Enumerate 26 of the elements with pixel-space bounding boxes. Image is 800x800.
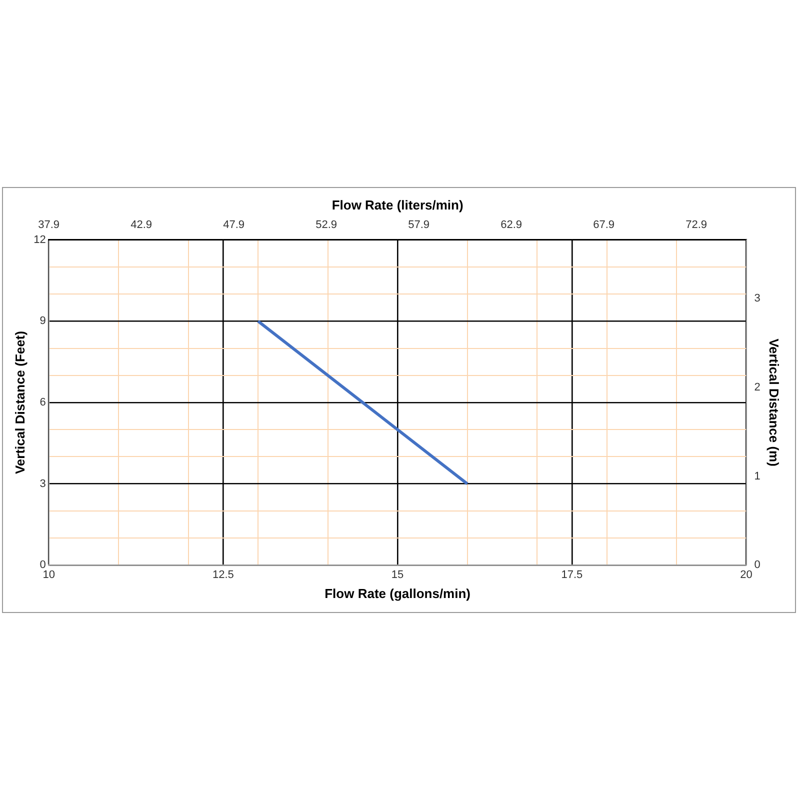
y-tick-label: 6 xyxy=(40,396,46,409)
y2-tick-label: 1 xyxy=(754,470,760,482)
x-tick-label: 12.5 xyxy=(212,568,234,581)
y2-tick-label: 2 xyxy=(754,381,760,394)
x-tick-label: 17.5 xyxy=(561,568,583,581)
y-tick-label: 3 xyxy=(40,478,46,490)
x-tick-label: 15 xyxy=(391,568,404,581)
x2-tick-label: 67.9 xyxy=(593,219,615,232)
x2-tick-label: 42.9 xyxy=(130,219,152,232)
x2-tick-label: 57.9 xyxy=(408,219,430,232)
y-tick-label: 12 xyxy=(34,234,46,246)
y2-axis-title: Vertical Distance (m) xyxy=(766,338,782,466)
x2-tick-label: 52.9 xyxy=(316,219,338,232)
y-tick-label: 9 xyxy=(40,315,46,328)
x-axis-title: Flow Rate (gallons/min) xyxy=(324,586,471,601)
x2-tick-label: 37.9 xyxy=(38,219,60,232)
y2-tick-label: 3 xyxy=(754,292,760,305)
x-tick-label: 20 xyxy=(740,568,752,581)
x2-axis-title: Flow Rate (liters/min) xyxy=(332,197,464,212)
y-axis-title: Vertical Distance (Feet) xyxy=(12,330,28,474)
y2-tick-label: 0 xyxy=(754,559,760,572)
x2-tick-label: 72.9 xyxy=(686,219,708,232)
x-tick-label: 10 xyxy=(42,568,55,581)
x2-tick-label: 47.9 xyxy=(223,219,245,232)
x2-tick-label: 62.9 xyxy=(500,219,522,232)
y-tick-label: 0 xyxy=(40,559,46,572)
